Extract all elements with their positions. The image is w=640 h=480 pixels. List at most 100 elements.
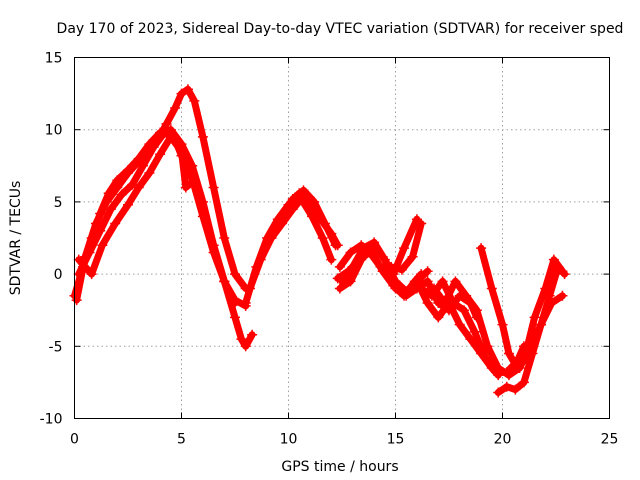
data-point	[332, 273, 343, 284]
data-point	[197, 131, 208, 142]
data-point	[345, 247, 356, 258]
y-tick-label: 15	[45, 51, 63, 67]
data-point	[422, 297, 433, 308]
y-tick-label: -10	[40, 412, 63, 428]
data-point	[501, 381, 512, 392]
y-tick-label: 0	[54, 267, 63, 283]
data-point	[416, 283, 427, 294]
data-point	[422, 276, 433, 287]
data-point	[510, 384, 521, 395]
data-point	[422, 266, 433, 277]
data-point	[298, 185, 309, 196]
data-point	[450, 276, 461, 287]
y-tick-label: 10	[45, 123, 63, 139]
data-point	[101, 196, 112, 207]
data-point	[236, 334, 247, 345]
data-series	[71, 84, 251, 306]
data-point	[553, 261, 564, 272]
y-axis-label: SDTVAR / TECUs	[8, 181, 24, 296]
data-point	[476, 243, 487, 254]
data-point	[493, 362, 504, 373]
data-point	[189, 175, 200, 186]
data-point	[411, 214, 422, 225]
data-point	[317, 233, 328, 243]
data-point	[469, 326, 480, 337]
chart-title: Day 170 of 2023, Sidereal Day-to-day VTE…	[57, 21, 624, 37]
data-point	[527, 348, 538, 359]
data-point	[307, 211, 318, 222]
data-point	[454, 319, 465, 330]
data-point	[176, 88, 187, 99]
data-point	[375, 261, 386, 272]
data-layer	[69, 84, 570, 398]
data-point	[326, 254, 337, 265]
data-point	[73, 269, 84, 280]
data-point	[399, 243, 410, 254]
data-point	[388, 269, 399, 280]
data-point	[189, 95, 200, 106]
x-tick-label: 20	[494, 432, 512, 448]
data-point	[144, 168, 155, 179]
data-point	[123, 199, 133, 210]
data-point	[486, 283, 497, 294]
series-line	[477, 244, 566, 372]
data-point	[334, 283, 345, 294]
data-point	[401, 290, 412, 301]
data-point	[165, 131, 176, 142]
plot-frame	[74, 57, 610, 419]
data-point	[345, 276, 356, 287]
data-point	[482, 341, 493, 352]
data-point	[518, 377, 529, 388]
data-point	[155, 149, 166, 160]
data-point	[123, 168, 133, 179]
data-point	[497, 319, 508, 330]
data-point	[170, 103, 181, 114]
data-point	[240, 341, 251, 352]
data-point	[208, 182, 219, 193]
data-point	[309, 196, 320, 207]
data-point	[247, 329, 258, 340]
data-point	[240, 297, 251, 308]
data-point	[559, 269, 570, 280]
data-point	[277, 211, 288, 222]
data-point	[112, 182, 123, 193]
data-point	[512, 362, 523, 373]
data-point	[433, 312, 444, 323]
data-point	[137, 160, 148, 171]
data-point	[411, 276, 422, 287]
data-point	[73, 254, 84, 265]
data-point	[161, 118, 172, 129]
data-point	[208, 240, 219, 251]
x-tick-label: 10	[280, 432, 298, 448]
data-series	[493, 261, 570, 398]
data-point	[480, 352, 491, 363]
data-point	[71, 295, 82, 306]
data-point	[266, 233, 277, 243]
data-point	[95, 225, 106, 236]
data-point	[255, 254, 266, 265]
data-point	[97, 240, 108, 251]
x-axis-label: GPS time / hours	[281, 459, 398, 475]
data-point	[503, 370, 514, 381]
data-series	[266, 185, 341, 251]
data-point	[407, 251, 418, 262]
data-point	[529, 312, 540, 323]
data-point	[230, 297, 240, 308]
data-point	[219, 276, 230, 287]
x-tick-label: 15	[387, 432, 405, 448]
data-point	[366, 240, 377, 251]
data-point	[557, 290, 568, 301]
data-point	[105, 204, 116, 215]
data-point	[219, 233, 230, 243]
data-point	[159, 127, 170, 138]
data-point	[439, 297, 450, 308]
data-point	[493, 387, 504, 398]
data-series	[73, 131, 240, 308]
data-point	[390, 283, 401, 294]
data-point	[86, 269, 97, 280]
data-point	[197, 204, 208, 215]
x-tick-label: 0	[70, 432, 79, 448]
data-point	[461, 290, 472, 301]
